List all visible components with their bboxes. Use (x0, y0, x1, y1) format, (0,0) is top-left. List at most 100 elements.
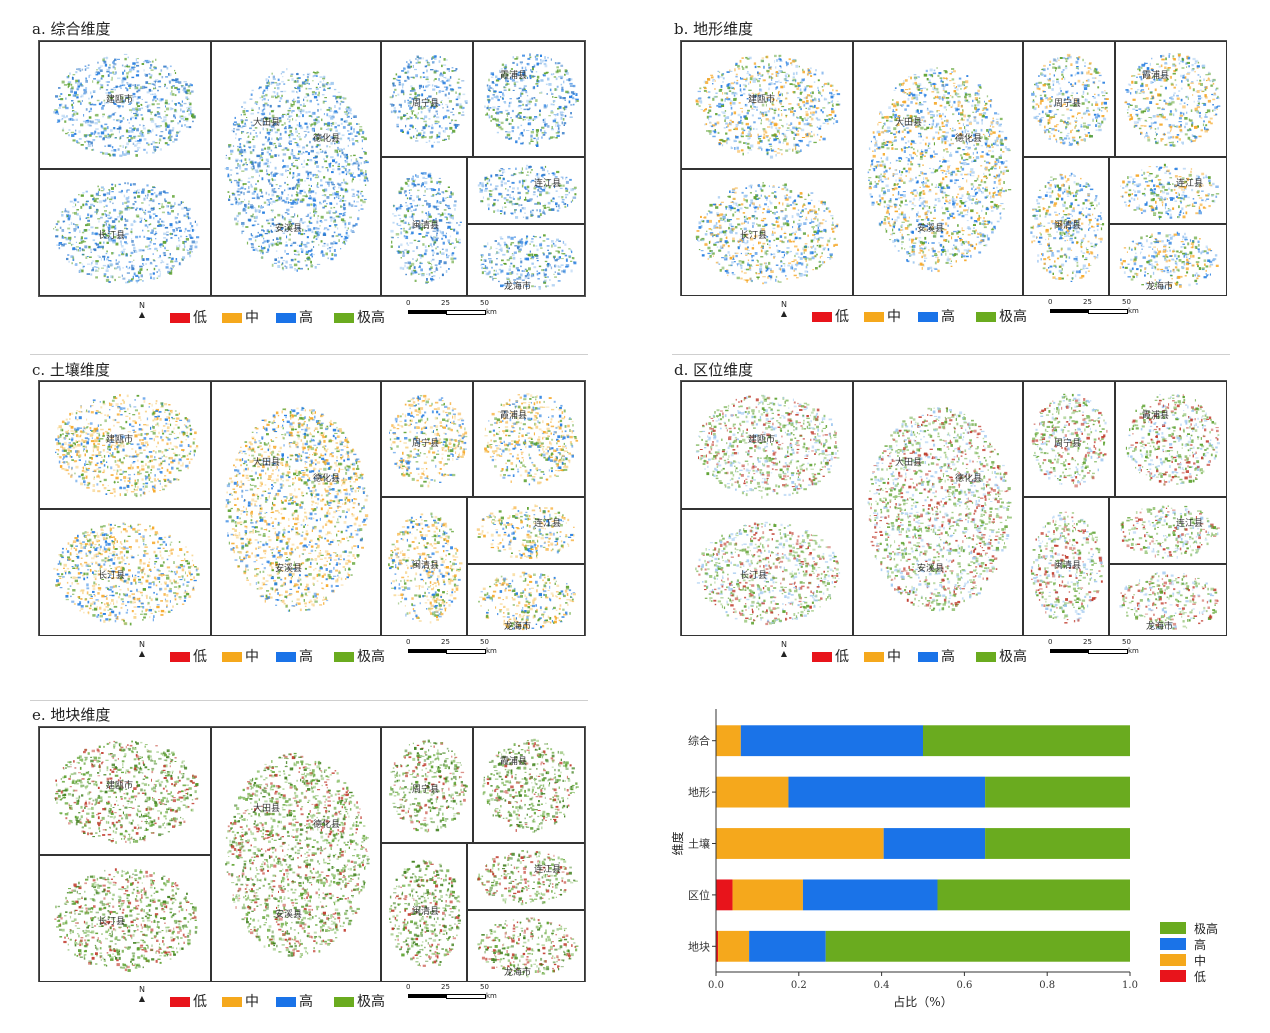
map-pixel (269, 161, 272, 164)
map-pixel (275, 145, 277, 148)
map-pixel (504, 202, 506, 204)
map-pixel (349, 108, 352, 112)
map-pixel (240, 114, 242, 116)
map-pixel (112, 239, 116, 243)
map-pixel (168, 73, 172, 77)
map-pixel (146, 151, 148, 154)
map-pixel (539, 92, 543, 94)
map-pixel (434, 104, 438, 106)
map-pixel (348, 169, 351, 172)
map-pixel (798, 106, 802, 109)
map-pixel (109, 239, 113, 242)
map-pixel (239, 145, 241, 148)
map-pixel (426, 273, 428, 275)
map-pixel (262, 104, 266, 107)
map-pixel (526, 253, 528, 255)
map-pixel (570, 188, 574, 192)
map-pixel (498, 280, 500, 283)
map-pixel (338, 107, 341, 110)
map-pixel (154, 142, 158, 144)
map-pixel (180, 85, 184, 86)
map-pixel (558, 95, 561, 98)
map-pixel (361, 139, 363, 143)
map-pixel (429, 188, 433, 190)
map-pixel (434, 85, 438, 87)
map-pixel (169, 253, 171, 256)
map-pixel (298, 157, 300, 160)
map-pixel (261, 114, 265, 116)
map-pixel (457, 78, 461, 80)
map-pixel (146, 184, 149, 187)
map-pixel (404, 221, 407, 224)
map-pixel (95, 192, 99, 196)
map-pixel (750, 125, 752, 127)
map-pixel (351, 179, 353, 183)
map-pixel (499, 244, 502, 247)
map-pixel (789, 129, 792, 132)
map-pixel (126, 200, 130, 203)
map-pixel (521, 279, 525, 281)
map-pixel (273, 122, 277, 126)
map-pixel (137, 189, 139, 192)
map-pixel (498, 192, 502, 196)
map-pixel (343, 207, 346, 209)
map-pixel (511, 129, 514, 133)
map-pixel (307, 228, 311, 232)
map-pixel (455, 98, 458, 101)
map-pixel (271, 242, 275, 244)
map-pixel (532, 75, 536, 77)
map-pixel (163, 65, 167, 68)
map-pixel (519, 209, 522, 213)
map-pixel (170, 232, 172, 236)
map-pixel (555, 241, 557, 243)
map-pixel (130, 230, 133, 233)
map-pixel (141, 133, 143, 136)
map-pixel (568, 255, 572, 258)
map-pixel (233, 128, 236, 130)
map-pixel (97, 79, 101, 82)
map-pixel (518, 180, 521, 184)
map-pixel (418, 266, 421, 269)
map-pixel (773, 109, 777, 111)
map-pixel (278, 242, 283, 245)
map-pixel (556, 113, 559, 116)
map-pixel (308, 187, 311, 191)
map-pixel (404, 99, 406, 103)
map-pixel (559, 105, 562, 109)
map-pixel (432, 230, 436, 232)
map-pixel (330, 156, 334, 159)
map-pixel (140, 86, 142, 89)
map-pixel (289, 264, 292, 266)
map-pixel (832, 105, 834, 107)
map-pixel (334, 136, 337, 138)
map-pixel (554, 259, 558, 262)
map-pixel (529, 198, 533, 201)
map-pixel (277, 257, 279, 259)
map-pixel (336, 141, 340, 144)
map-pixel (438, 120, 440, 123)
map-pixel (133, 136, 136, 139)
map-pixel (405, 194, 407, 197)
map-pixel (182, 248, 185, 251)
map-pixel (352, 226, 354, 229)
map-pixel (266, 141, 270, 143)
map-pixel (144, 212, 147, 215)
map-pixel (81, 68, 84, 71)
map-pixel (324, 227, 328, 229)
map-pixel (496, 258, 498, 260)
map-pixel (141, 98, 143, 100)
map-pixel (130, 116, 134, 119)
map-pixel (267, 248, 270, 252)
map-pixel (542, 240, 546, 242)
map-pixel (172, 85, 175, 87)
map-pixel (404, 249, 408, 251)
map-pixel (184, 227, 187, 231)
map-pixel (430, 279, 435, 281)
map-pixel (330, 81, 334, 85)
map-pixel (258, 245, 260, 247)
map-pixel (758, 135, 762, 137)
map-pixel (292, 241, 297, 244)
map-pixel (156, 111, 159, 113)
map-pixel (531, 180, 535, 182)
map-pixel (547, 56, 549, 59)
